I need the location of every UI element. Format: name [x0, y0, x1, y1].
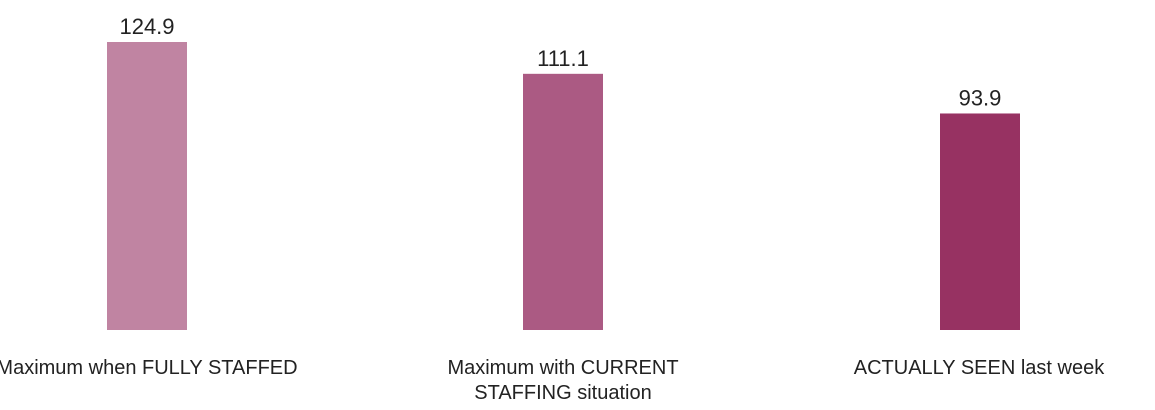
bar-actually-seen [940, 113, 1020, 330]
category-label-fully-staffed: Maximum when FULLY STAFFED [0, 357, 298, 379]
category-label-current-staffing: Maximum with CURRENT STAFFING situation [447, 357, 679, 404]
value-label-fully-staffed: 124.9 [119, 14, 174, 39]
value-label-current-staffing: 111.1 [537, 46, 589, 71]
value-label-actually-seen: 93.9 [959, 85, 1002, 110]
bar-current-staffing [523, 73, 603, 331]
category-label-actually-seen: ACTUALLY SEEN last week [853, 357, 1105, 379]
bar-fully-staffed [107, 42, 187, 330]
